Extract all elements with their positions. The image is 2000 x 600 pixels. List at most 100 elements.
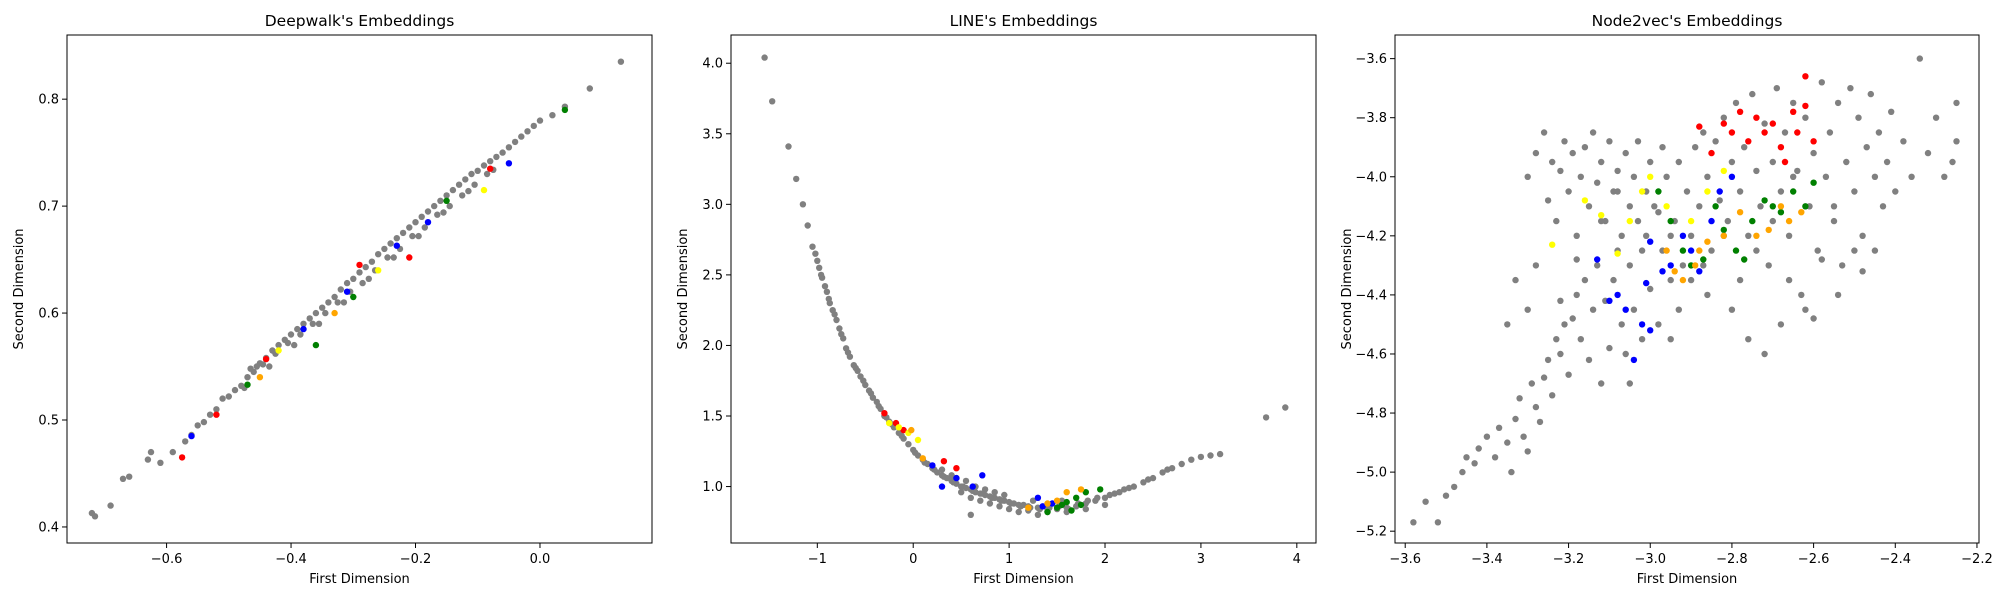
y-tick-label: −5.0 [1355, 466, 1387, 481]
scatter-point [231, 386, 239, 394]
scatter-point [785, 143, 792, 150]
x-tick-label: −1 [808, 552, 827, 567]
scatter-point [1745, 138, 1752, 145]
scatter-point [1585, 356, 1593, 364]
scatter-point [1704, 173, 1711, 180]
chart-title: Deepwalk's Embeddings [265, 12, 455, 30]
scatter-point [881, 410, 888, 417]
scatter-point [938, 483, 946, 490]
scatter-point [959, 483, 967, 490]
scatter-point [284, 339, 292, 347]
scatter-point [1875, 129, 1883, 136]
scatter-point [1802, 102, 1809, 110]
scatter-point [1159, 469, 1166, 476]
scatter-point [1549, 158, 1556, 166]
scatter-point [1622, 350, 1629, 358]
scatter-point [1802, 73, 1809, 80]
scatter-point [157, 459, 164, 466]
scatter-point [1790, 188, 1797, 195]
chart-panel-2: −1 0 1 2 3 4 1.0 1.5 2.0 2.5 3.0 3.5 4.0 LINE's Embed… [676, 12, 1317, 587]
scatter-point [1524, 448, 1531, 455]
scatter-point [1630, 356, 1638, 364]
scatter-point [860, 377, 867, 384]
scatter-point [1855, 114, 1862, 121]
y-tick-label: −4.2 [1355, 229, 1387, 244]
scatter-point [1659, 144, 1666, 151]
scatter-point [387, 240, 394, 247]
scatter-point [1082, 489, 1090, 496]
scatter-point [1553, 336, 1560, 343]
scatter-point [1810, 315, 1817, 322]
scatter-point [213, 406, 220, 413]
scatter-point [1785, 232, 1793, 239]
scatter-point [1145, 476, 1152, 483]
scatter-point [107, 502, 114, 509]
scatter-point [1634, 217, 1642, 225]
scatter-point [1618, 321, 1625, 328]
scatter-point [1116, 489, 1123, 496]
scatter-point [1736, 276, 1744, 284]
scatter-point [462, 176, 469, 183]
scatter-point [1121, 486, 1128, 493]
scatter-point [1847, 85, 1854, 92]
scatter-point [919, 455, 926, 462]
scatter-point [998, 497, 1005, 504]
scatter-point [875, 402, 882, 410]
scatter-point [1790, 108, 1797, 116]
scatter-point [1720, 120, 1728, 127]
scatter-point [431, 202, 438, 210]
scatter-point [1781, 158, 1789, 166]
scatter-point [948, 472, 955, 479]
scatter-point [809, 243, 816, 250]
scatter-point [468, 170, 475, 178]
scatter-point [1745, 232, 1752, 239]
scatter-point [1589, 306, 1597, 313]
scatter-point [1728, 173, 1736, 180]
scatter-point [1594, 262, 1601, 269]
scatter-point [1577, 336, 1585, 343]
scatter-point [300, 325, 307, 333]
scatter-point [256, 374, 264, 381]
scatter-point [1883, 158, 1891, 166]
scatter-point [1687, 276, 1695, 284]
y-axis-label: Second Dimension [12, 228, 27, 349]
scatter-point [1626, 262, 1634, 269]
scatter-point [1679, 276, 1687, 284]
scatter-point [418, 213, 425, 220]
scatter-point [836, 325, 843, 332]
scatter-point [1589, 129, 1597, 136]
scatter-point [1700, 129, 1707, 136]
scatter-point [1708, 247, 1715, 254]
scatter-point [334, 299, 341, 306]
scatter-point [1638, 188, 1646, 195]
x-tick-label: −0.2 [400, 552, 432, 567]
scatter-point [1630, 173, 1638, 180]
scatter-point [1164, 466, 1171, 473]
scatter-point [536, 117, 544, 124]
scatter-point [1851, 188, 1858, 195]
scatter-point [1643, 279, 1650, 287]
scatter-point [1532, 149, 1540, 157]
scatter-point [958, 489, 965, 496]
scatter-point [1504, 439, 1511, 446]
scatter-point [1149, 474, 1157, 482]
scatter-point [1188, 456, 1195, 463]
scatter-point [287, 331, 295, 338]
scatter-point [356, 261, 363, 269]
scatter-point [1495, 424, 1503, 431]
scatter-point [1528, 380, 1536, 387]
scatter-point [1696, 268, 1703, 275]
scatter-point [300, 320, 307, 327]
scatter-point [1696, 203, 1703, 210]
scatter-point [1610, 276, 1617, 284]
scatter-point [1818, 256, 1826, 263]
scatter-point [1638, 336, 1646, 343]
scatter-point [1063, 508, 1070, 516]
scatter-point [1282, 404, 1289, 411]
scatter-point [1728, 158, 1736, 166]
y-tick-label: 1.0 [702, 480, 723, 495]
scatter-point [1512, 415, 1519, 423]
scatter-point [1798, 209, 1805, 216]
scatter-point [443, 192, 450, 199]
scatter-point [1532, 403, 1540, 411]
